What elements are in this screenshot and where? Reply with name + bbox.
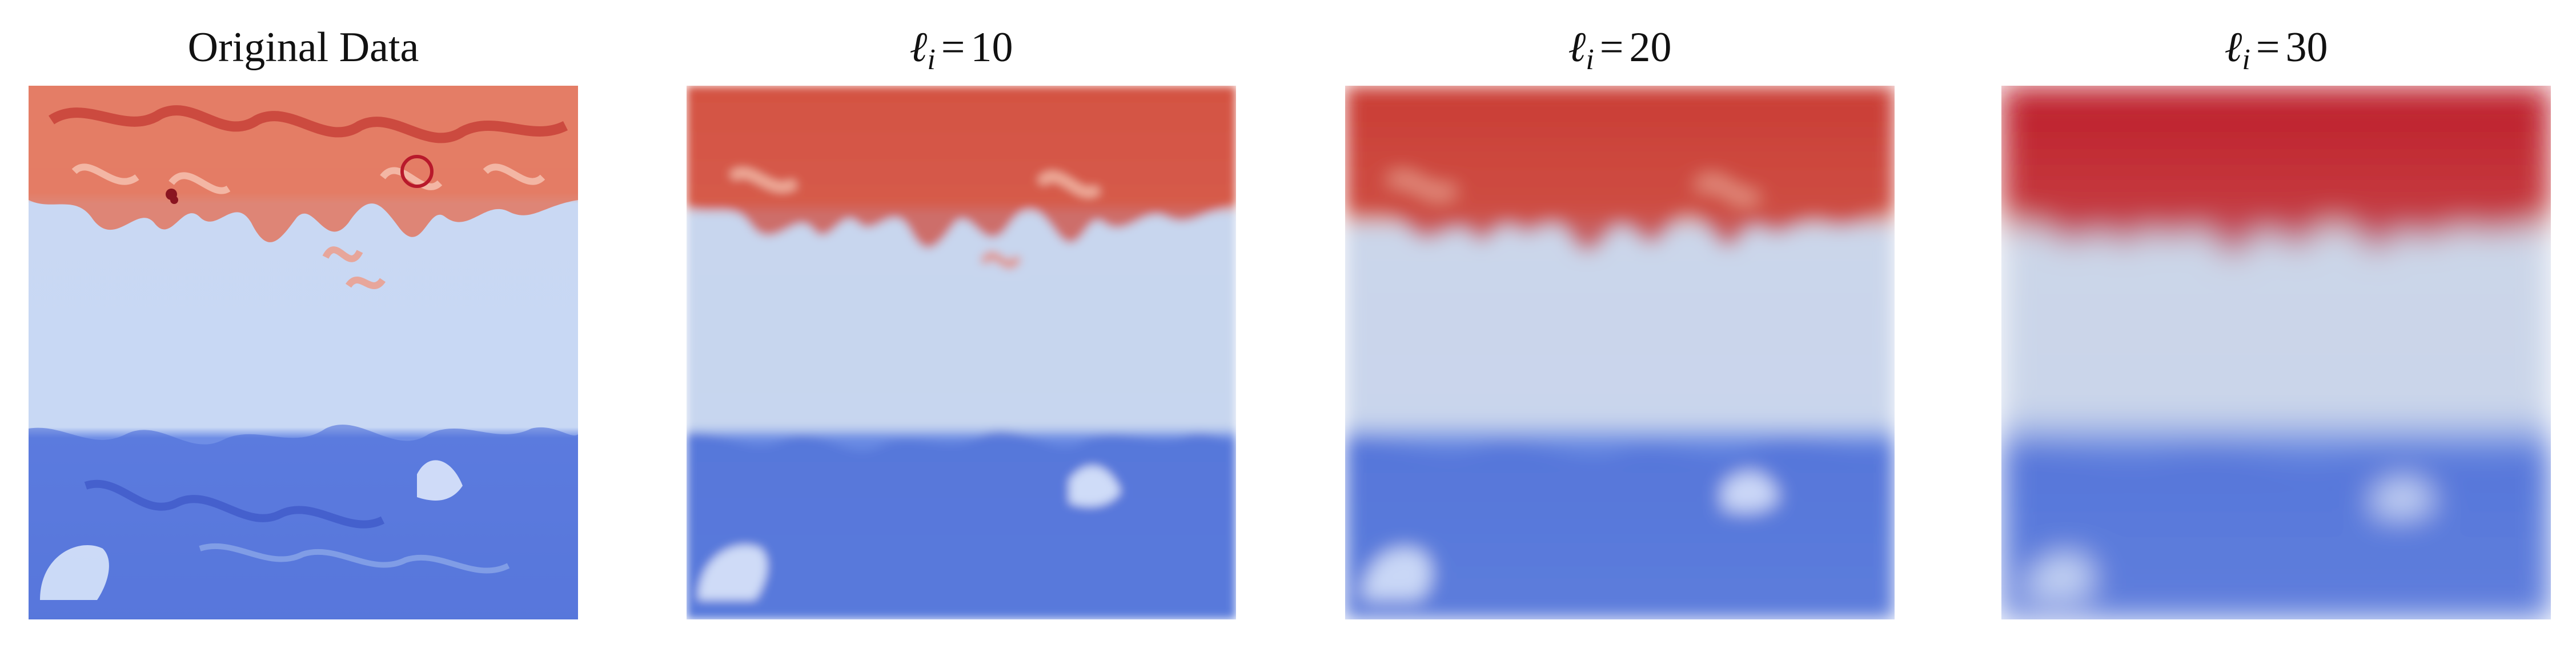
scale-value: 30 [2285, 24, 2328, 71]
panel-scale-10: ℓi = 10 [687, 0, 1236, 648]
subscript-i: i [2242, 43, 2250, 76]
equals-sign: = [2256, 24, 2280, 71]
ell-symbol: ℓ [909, 24, 928, 71]
panel-title-scale-30: ℓi = 30 [2001, 22, 2551, 86]
title-text: Original Data [187, 24, 419, 71]
scale-value: 10 [970, 24, 1013, 71]
subscript-i: i [927, 43, 936, 76]
panel-original: Original Data [29, 0, 578, 648]
field-image-scale-30 [2001, 86, 2551, 619]
equals-sign: = [1599, 24, 1624, 71]
panel-scale-20: ℓi = 20 [1345, 0, 1895, 648]
field-image-scale-20 [1345, 86, 1895, 619]
panel-title-scale-10: ℓi = 10 [687, 22, 1236, 86]
field-image-scale-10 [687, 86, 1236, 619]
equals-sign: = [941, 24, 965, 71]
field-image-original [29, 86, 578, 619]
subscript-i: i [1586, 43, 1594, 76]
panel-scale-30: ℓi = 30 [2001, 0, 2551, 648]
panel-title-original: Original Data [29, 22, 578, 73]
ell-symbol: ℓ [1568, 24, 1586, 71]
panel-title-scale-20: ℓi = 20 [1345, 22, 1895, 86]
ell-symbol: ℓ [2224, 24, 2242, 71]
scale-value: 20 [1629, 24, 1672, 71]
